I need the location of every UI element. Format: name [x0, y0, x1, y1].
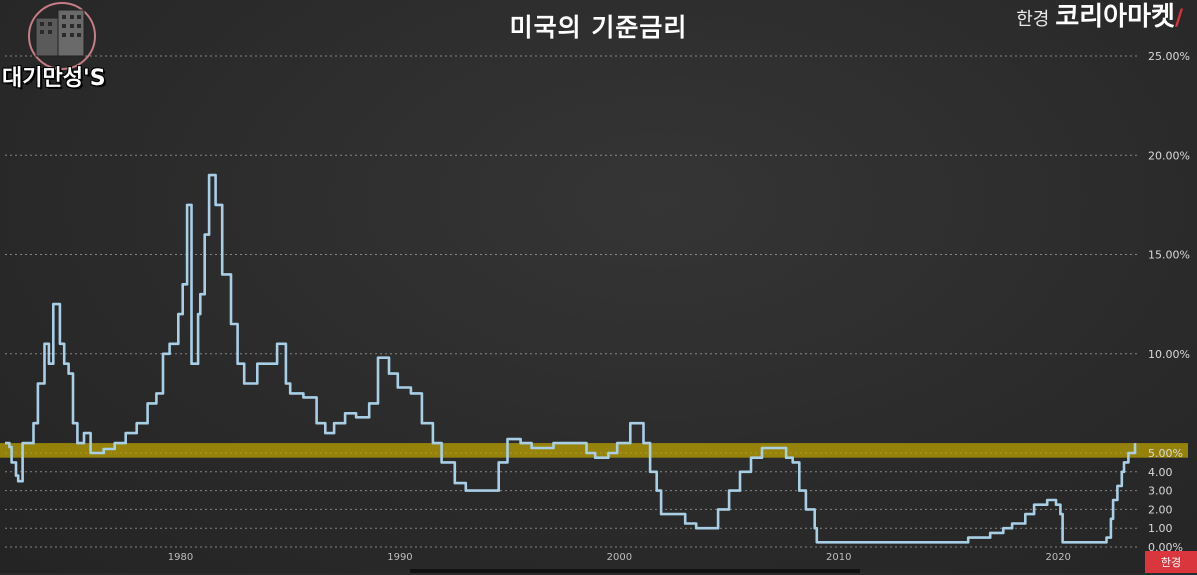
y-tick-label: 3.00: [1148, 485, 1173, 498]
chart-title: 미국의 기준금리: [509, 13, 688, 42]
y-tick-label: 2.00: [1148, 503, 1173, 516]
hankyung-badge: 한경: [1145, 551, 1197, 573]
y-tick-label: 4.00: [1148, 466, 1173, 479]
y-tick-label: 10.00%: [1148, 348, 1190, 361]
x-tick-label: 2020: [1045, 552, 1070, 563]
x-tick-label: 1980: [168, 552, 193, 563]
x-tick-label: 2000: [607, 552, 632, 563]
x-axis-ticks: 1980 1990 2000 2010 2020: [168, 552, 1071, 563]
building-emblem-icon: [28, 2, 96, 70]
gridlines: [5, 55, 1137, 548]
brand-main: 코리아마켓: [1055, 2, 1175, 32]
x-tick-label: 1990: [387, 552, 412, 563]
channel-name: 대기만성'S: [2, 66, 106, 91]
y-tick-label: 25.00%: [1148, 50, 1190, 63]
y-tick-label: 0.00%: [1148, 541, 1183, 554]
video-progress-bar: [410, 569, 860, 573]
y-tick-label: 15.00%: [1148, 249, 1190, 262]
policy-rate-line: [5, 173, 1137, 544]
x-tick-label: 2010: [826, 552, 851, 563]
channel-logo: 대기만성'S: [0, 0, 125, 100]
highlight-band: [0, 443, 1188, 458]
brand-sub: 한경: [1016, 9, 1050, 30]
y-tick-label: 5.00%: [1148, 447, 1183, 460]
y-tick-label: 20.00%: [1148, 149, 1190, 162]
y-axis-ticks: 25.00% 20.00% 15.00% 10.00% 5.00% 4.00 3.00 2.0…: [1148, 50, 1190, 554]
brand-logo: 한경 코리아마켓/: [1016, 0, 1183, 33]
y-tick-label: 1.00: [1148, 522, 1173, 535]
brand-slash-icon: /: [1174, 6, 1183, 31]
